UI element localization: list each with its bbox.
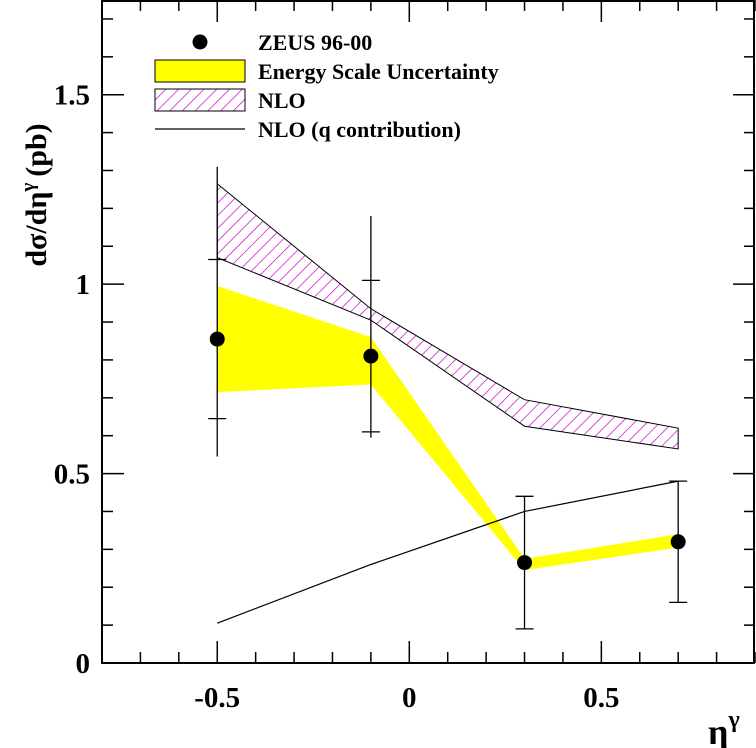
x-tick-label: 0.5 [583,682,619,714]
energy-scale-band [217,286,679,571]
y-tick-label: 1 [76,269,91,301]
legend-label: NLO (q contribution) [258,117,461,142]
y-tick-label: 1.5 [54,80,90,112]
y-tick-label: 0.5 [54,459,90,491]
legend-marker [192,34,208,50]
plot-area [208,166,688,630]
y-axis-title-unit: (pb) [20,123,53,176]
x-axis-title-main: η [708,712,728,748]
y-axis-title: dσ/dηγ (pb) [18,123,53,266]
data-point [209,331,225,347]
data-point [670,534,686,550]
plot-frame [101,0,755,664]
x-axis-title: ηγ [708,707,740,748]
nlo-band [216,182,679,450]
nlo-q-line [217,480,679,624]
legend-label: Energy Scale Uncertainty [258,59,499,84]
legend: ZEUS 96-00 Energy Scale Uncertainty NLO NLO… [154,30,499,142]
axes: 0 0.5 1 1.5 -0.5 0 0.5 [54,0,756,714]
x-tick-label: -0.5 [194,682,240,714]
x-axis-title-sup: γ [727,707,739,733]
y-axis-title-main: dσ/dη [20,192,53,267]
legend-hatch-swatch [154,88,246,112]
x-tick-label: 0 [402,682,417,714]
data-point [517,555,533,571]
legend-label: NLO [258,88,306,113]
y-axis-title-sup: γ [18,183,39,193]
legend-band-swatch [154,59,246,83]
legend-label: ZEUS 96-00 [258,30,372,55]
y-tick-label: 0 [76,648,91,680]
axis-titles: dσ/dηγ(pb)ηγ [18,123,740,748]
data-point [363,348,379,364]
